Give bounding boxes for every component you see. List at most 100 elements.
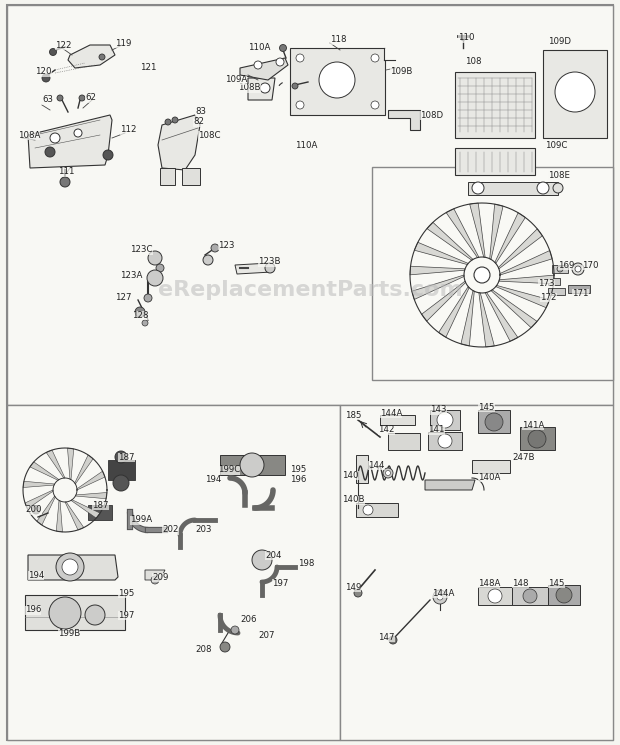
Circle shape [220,642,230,652]
Polygon shape [428,432,462,450]
Circle shape [60,177,70,187]
Text: 148A: 148A [478,579,500,588]
Text: 187: 187 [118,452,135,461]
Text: 110A: 110A [248,43,270,52]
Text: 110: 110 [458,34,474,42]
Polygon shape [25,595,125,630]
Polygon shape [446,209,479,258]
Polygon shape [380,415,415,425]
Polygon shape [68,448,74,480]
Circle shape [461,36,466,40]
Circle shape [474,267,490,283]
Circle shape [103,150,113,160]
Text: 108D: 108D [420,110,443,119]
Circle shape [437,594,443,600]
Text: 172: 172 [540,293,557,302]
Circle shape [572,263,584,275]
Text: 108: 108 [465,57,482,66]
Circle shape [57,95,63,101]
Text: 127: 127 [115,294,131,302]
Text: 194: 194 [205,475,221,484]
Polygon shape [491,290,537,328]
Text: 196: 196 [25,606,42,615]
Text: 109B: 109B [390,68,412,77]
Polygon shape [548,278,560,285]
Circle shape [252,550,272,570]
Polygon shape [499,275,554,284]
Circle shape [472,182,484,194]
Circle shape [280,45,286,51]
Circle shape [433,590,447,604]
Polygon shape [25,490,53,509]
Text: 204: 204 [265,551,281,559]
Circle shape [231,626,239,634]
Text: 123B: 123B [258,258,280,267]
Circle shape [371,101,379,109]
Text: 144A: 144A [380,408,402,417]
Polygon shape [388,110,420,130]
Polygon shape [422,281,466,321]
Circle shape [115,451,127,463]
Text: 145: 145 [548,579,564,588]
Circle shape [555,72,595,112]
Polygon shape [520,427,555,450]
Polygon shape [37,496,55,525]
Circle shape [56,553,84,581]
Circle shape [45,147,55,157]
Text: 123: 123 [218,241,234,250]
Text: 199C: 199C [218,466,241,475]
Text: 143: 143 [430,405,446,414]
Text: 149: 149 [345,583,361,592]
Circle shape [383,468,393,478]
Polygon shape [498,229,542,269]
Polygon shape [455,72,535,138]
Text: 144A: 144A [432,589,454,597]
Polygon shape [384,48,395,60]
Circle shape [147,270,163,286]
Text: 206: 206 [240,615,257,624]
Circle shape [371,54,379,62]
Text: 108E: 108E [548,171,570,180]
Polygon shape [468,182,558,195]
Polygon shape [552,265,568,273]
Circle shape [389,636,397,644]
Polygon shape [548,585,580,605]
Bar [7,405,340,740]
Text: 203: 203 [195,525,211,534]
Polygon shape [240,58,288,80]
Polygon shape [356,503,398,517]
Text: 122: 122 [55,40,71,49]
Text: 110A: 110A [295,141,317,150]
Circle shape [354,589,362,597]
Polygon shape [414,242,468,264]
Polygon shape [543,50,607,138]
Polygon shape [388,433,420,450]
Circle shape [292,83,298,89]
Text: 62: 62 [85,94,96,103]
Circle shape [62,559,78,575]
Circle shape [386,471,391,475]
Circle shape [265,263,275,273]
Text: 200: 200 [25,506,42,515]
Circle shape [79,95,85,101]
Circle shape [142,320,148,326]
Text: 108B: 108B [238,83,260,92]
Text: 197: 197 [272,579,288,588]
Text: 198: 198 [298,559,314,568]
Polygon shape [46,450,65,478]
Text: 173: 173 [538,279,554,288]
Text: 119: 119 [115,39,131,48]
Polygon shape [28,555,118,580]
Polygon shape [30,462,59,481]
Text: 141: 141 [428,425,445,434]
Circle shape [523,589,537,603]
Text: 118: 118 [330,36,347,45]
Polygon shape [427,222,473,260]
Text: 197: 197 [118,610,135,620]
Polygon shape [248,78,275,100]
Text: 199A: 199A [130,516,152,524]
Circle shape [148,251,162,265]
Text: 147: 147 [378,633,394,641]
Text: 195: 195 [118,589,135,597]
Circle shape [165,119,171,125]
